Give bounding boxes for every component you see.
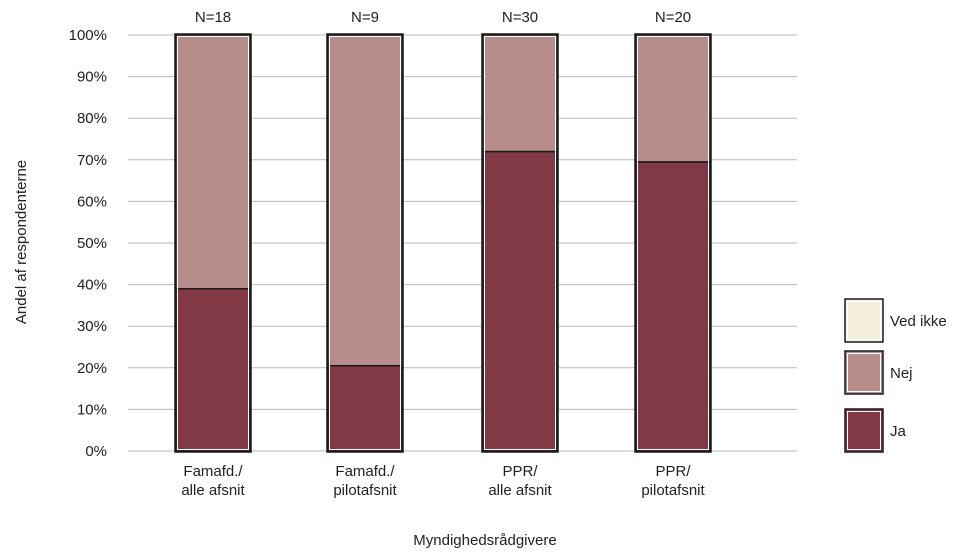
- bar-outline: [326, 33, 404, 453]
- x-tick-label: PPR/: [655, 463, 691, 480]
- n-label: N=9: [351, 9, 379, 26]
- y-tick-label: 100%: [69, 27, 107, 44]
- y-tick-label: 80%: [77, 110, 107, 127]
- bar-segment-ja: [175, 288, 251, 452]
- y-axis-ticks: 0% 10% 20% 30% 40% 50% 60% 70% 80% 90% 100%: [69, 27, 107, 460]
- bar-segment-ja: [327, 364, 403, 452]
- legend-swatch-ja: [844, 408, 884, 453]
- x-tick-label: pilotafsnit: [333, 482, 397, 499]
- bar-segment-ja: [635, 161, 711, 452]
- y-tick-label: 30%: [77, 318, 107, 335]
- legend-swatch-nej: [844, 350, 884, 395]
- x-axis-ticks: Famafd./ alle afsnit Famafd./ pilotafsnit PP…: [181, 463, 705, 499]
- bar-outline: [174, 33, 252, 453]
- x-tick-label: Famafd./: [335, 463, 395, 480]
- y-tick-label: 40%: [77, 277, 107, 294]
- x-tick-label: Famafd./: [183, 463, 243, 480]
- x-axis-title: Myndighedsrådgivere: [413, 532, 556, 549]
- bar-segment-ja: [482, 150, 558, 452]
- bar-outline: [634, 33, 712, 453]
- y-tick-label: 0%: [85, 443, 107, 460]
- bar-inner-outline: [329, 36, 401, 450]
- bar-inner-outline: [484, 36, 556, 450]
- legend-swatch-inner: [847, 353, 881, 392]
- y-tick-label: 60%: [77, 193, 107, 210]
- sample-size-labels: N=18 N=9 N=30 N=20: [195, 9, 691, 26]
- bars: [174, 33, 712, 453]
- bar-segment-nej: [175, 34, 251, 290]
- n-label: N=18: [195, 9, 231, 26]
- n-label: N=20: [655, 9, 691, 26]
- bar-inner-outline: [637, 36, 709, 450]
- bar-segment-nej: [635, 34, 711, 163]
- y-tick-label: 90%: [77, 69, 107, 86]
- x-tick-label: PPR/: [502, 463, 538, 480]
- legend: Ved ikke Nej Ja: [844, 298, 947, 453]
- y-tick-label: 50%: [77, 235, 107, 252]
- y-tick-label: 10%: [77, 401, 107, 418]
- bar-outline: [481, 33, 559, 453]
- legend-label: Nej: [890, 365, 913, 382]
- y-tick-label: 20%: [77, 360, 107, 377]
- x-tick-label: alle afsnit: [181, 482, 245, 499]
- legend-swatch-ved-ikke: [844, 298, 884, 343]
- legend-label: Ved ikke: [890, 313, 947, 330]
- bar-segment-nej: [482, 34, 558, 153]
- bar-inner-outline: [177, 36, 249, 450]
- legend-label: Ja: [890, 423, 907, 440]
- legend-swatch-inner: [847, 411, 881, 450]
- x-tick-label: pilotafsnit: [641, 482, 705, 499]
- x-tick-label: alle afsnit: [488, 482, 552, 499]
- bar-segment-nej: [327, 34, 403, 367]
- legend-swatch-inner: [847, 301, 881, 340]
- y-tick-label: 70%: [77, 152, 107, 169]
- y-axis-title: Andel af respondenterne: [13, 160, 30, 324]
- n-label: N=30: [502, 9, 538, 26]
